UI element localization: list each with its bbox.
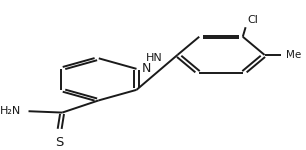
Text: HN: HN <box>146 53 162 63</box>
Text: N: N <box>142 62 151 75</box>
Text: Cl: Cl <box>247 15 258 25</box>
Text: S: S <box>55 136 64 149</box>
Text: Me: Me <box>285 50 301 60</box>
Text: H₂N: H₂N <box>0 106 21 116</box>
